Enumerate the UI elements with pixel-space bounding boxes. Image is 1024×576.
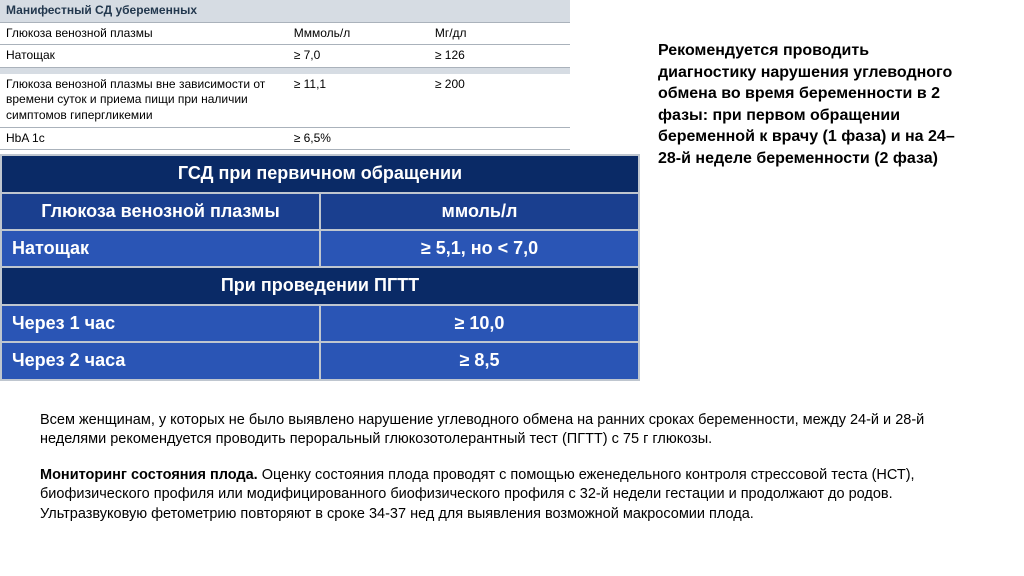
recommendation-note: Рекомендуется проводить диагностику нару… [640, 0, 980, 170]
table1-r3c1: HbA 1с [0, 127, 288, 150]
table1-r3c3 [429, 127, 570, 150]
t2-h2: ммоль/л [320, 193, 639, 230]
t2-title: ГСД при первичном обращении [1, 155, 639, 192]
table1-h1: Глюкоза венозной плазмы [0, 22, 288, 45]
t2-r3c2: ≥ 8,5 [320, 342, 639, 379]
bottom-paragraphs: Всем женщинам, у которых не было выявлен… [0, 381, 1024, 525]
table1-r1c2: ≥ 7,0 [288, 45, 429, 68]
t2-r2c2: ≥ 10,0 [320, 305, 639, 342]
para2: Мониторинг состояния плода. Оценку состо… [40, 466, 984, 525]
gsd-primary-table: ГСД при первичном обращении Глюкоза вено… [0, 154, 640, 380]
table1-r2c2: ≥ 11,1 [288, 74, 429, 127]
manifest-diabetes-table: Манифестный СД убеременных Глюкоза веноз… [0, 0, 570, 150]
table1-r2c3: ≥ 200 [429, 74, 570, 127]
table1-title: Манифестный СД убеременных [0, 0, 570, 22]
table1-r2c1: Глюкоза венозной плазмы вне зависимости … [0, 74, 288, 127]
table1-h2: Мммоль/л [288, 22, 429, 45]
table1-h3: Мг/дл [429, 22, 570, 45]
t2-sub: При проведении ПГТТ [1, 267, 639, 304]
table1-r3c2: ≥ 6,5% [288, 127, 429, 150]
t2-r1c2: ≥ 5,1, но < 7,0 [320, 230, 639, 267]
t2-r3c1: Через 2 часа [1, 342, 320, 379]
table1-r1c3: ≥ 126 [429, 45, 570, 68]
t2-r2c1: Через 1 час [1, 305, 320, 342]
t2-h1: Глюкоза венозной плазмы [1, 193, 320, 230]
table1-r1c1: Натощак [0, 45, 288, 68]
para2-bold: Мониторинг состояния плода. [40, 467, 262, 483]
para1: Всем женщинам, у которых не было выявлен… [40, 411, 984, 450]
t2-r1c1: Натощак [1, 230, 320, 267]
